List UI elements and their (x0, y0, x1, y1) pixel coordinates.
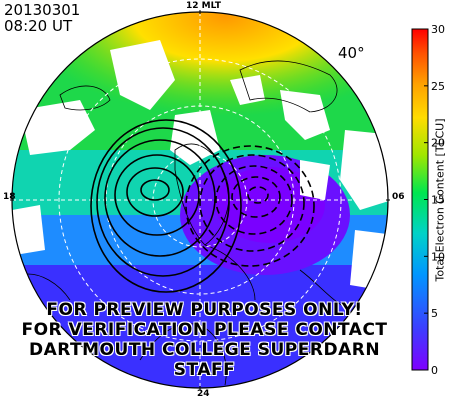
colorbar-tick-label: 0 (431, 364, 438, 377)
mlt-label-left: 18 (3, 192, 16, 202)
mlt-label-bottom: 24 (197, 389, 210, 399)
watermark-line: DARTMOUTH COLLEGE SUPERDARN STAFF (28, 340, 381, 380)
colorbar-tick-label: 5 (431, 307, 438, 320)
date-label: 20130301 (4, 1, 81, 19)
mlt-label-top: 12 MLT (186, 1, 221, 11)
watermark: FOR PREVIEW PURPOSES ONLY! FOR VERIFICAT… (0, 300, 409, 380)
mlt-label-right: 06 (392, 192, 405, 202)
colorbar-title: Total Electron Content [TECU] (433, 118, 447, 282)
time-label: 08:20 UT (4, 17, 73, 35)
colorbar-gradient (411, 28, 429, 371)
convection-contours-dawn (185, 145, 315, 267)
colorbar-tick-label: 25 (431, 80, 445, 93)
colorbar-tick-label: 30 (431, 23, 445, 36)
tec-trough-inner (215, 167, 325, 243)
latitude-label: 40° (338, 44, 365, 62)
watermark-line: FOR PREVIEW PURPOSES ONLY! (46, 300, 363, 320)
watermark-line: FOR VERIFICATION PLEASE CONTACT (21, 320, 388, 340)
convection-contours-dusk (90, 119, 242, 293)
polar-tec-map (10, 10, 390, 390)
